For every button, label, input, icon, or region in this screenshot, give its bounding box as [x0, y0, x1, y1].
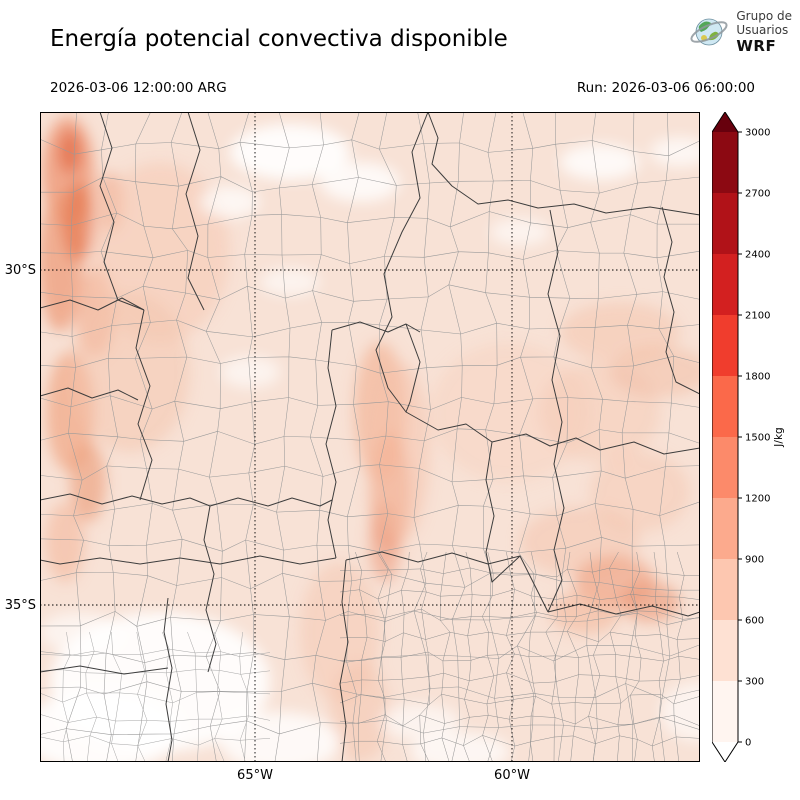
logo-line-1: Grupo de [736, 9, 792, 23]
colorbar-tick-label: 300 [745, 677, 764, 688]
colorbar-tick-label: 600 [745, 616, 764, 627]
colorbar-segment [712, 681, 738, 742]
globe-icon [688, 11, 730, 53]
department-boundary-lines [40, 112, 700, 762]
colorbar-segment [712, 193, 738, 254]
subheader: 2026-03-06 12:00:00 ARG Run: 2026-03-06 … [50, 80, 755, 96]
colorbar-tick-label: 1200 [745, 494, 770, 505]
colorbar: 0 300 600 900 1200 1500 1800 2100 2400 2700 3000 J/… [712, 112, 800, 762]
map-frame [40, 112, 700, 762]
colorbar-tick-label: 2100 [745, 311, 770, 322]
cape-map [40, 112, 700, 762]
department-boundary-lines [40, 631, 271, 762]
logo-line-2: Usuarios [736, 22, 789, 37]
province-boundaries [40, 112, 700, 762]
colorbar-tick-label: 900 [745, 555, 764, 566]
page-title: Energía potencial convectiva disponible [50, 26, 508, 52]
wrf-logo: Grupo de Usuarios WRF [688, 9, 792, 55]
run-time-label: Run: 2026-03-06 06:00:00 [576, 80, 755, 96]
colorbar-over-arrow [712, 112, 738, 132]
department-boundaries [40, 112, 700, 762]
colorbar-segment [712, 437, 738, 498]
cape-shading [40, 117, 700, 762]
lon-tick-60w: 60°W [494, 768, 530, 783]
logo-line-3: WRF [736, 36, 777, 55]
colorbar-segment [712, 376, 738, 437]
colorbar-tick-label: 2400 [745, 250, 770, 261]
colorbar-segment [712, 132, 738, 193]
valid-time-label: 2026-03-06 12:00:00 ARG [50, 80, 227, 96]
colorbar-segment [712, 254, 738, 315]
lat-tick-30s: 30°S [4, 263, 36, 278]
logo-text: Grupo de Usuarios WRF [736, 9, 792, 55]
colorbar-tick-label: 1500 [745, 433, 770, 444]
colorbar-under-arrow [712, 742, 738, 762]
colorbar-tick-label: 1800 [745, 372, 770, 383]
department-boundary-lines [339, 551, 700, 762]
lat-tick-35s: 35°S [4, 598, 36, 613]
colorbar-tick-label: 2700 [745, 189, 770, 200]
graticule [40, 112, 700, 762]
map-area: 30°S 35°S 65°W 60°W [5, 112, 700, 783]
colorbar-segment [712, 498, 738, 559]
colorbar-tick-label: 0 [745, 738, 751, 749]
lon-tick-65w: 65°W [237, 768, 273, 783]
colorbar-segment [712, 620, 738, 681]
colorbar-segment [712, 315, 738, 376]
colorbar-tick-label: 3000 [745, 128, 770, 139]
colorbar-unit-label: J/kg [773, 427, 785, 447]
colorbar-segment [712, 559, 738, 620]
